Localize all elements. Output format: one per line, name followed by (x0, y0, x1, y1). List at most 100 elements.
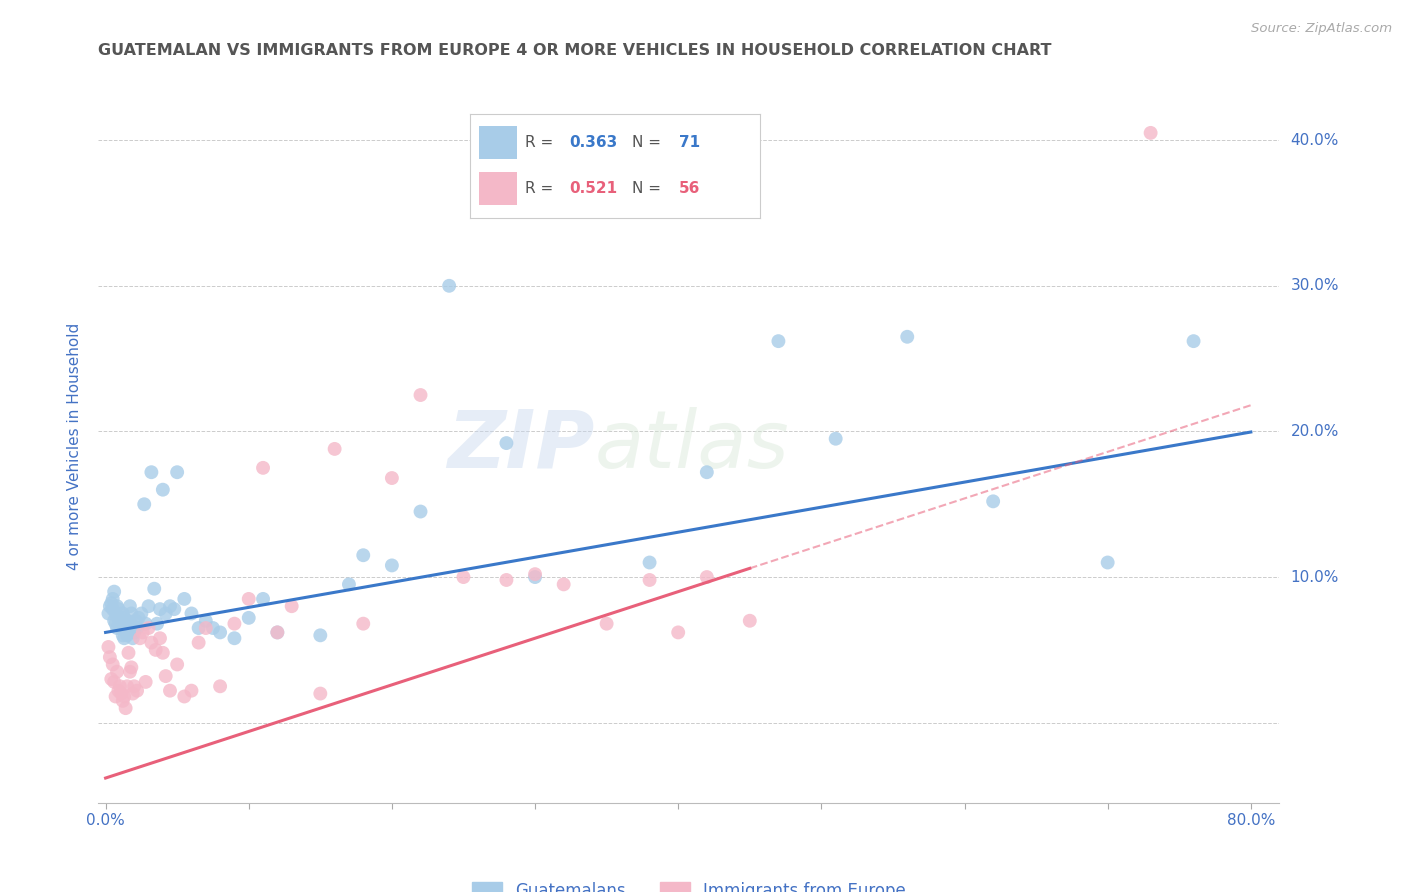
Point (122, 625, 145, 640)
Text: Source: ZipAtlas.com: Source: ZipAtlas.com (1251, 22, 1392, 36)
Point (409, 504, 432, 518)
Point (101, 602, 124, 616)
Point (163, 602, 186, 616)
Point (104, 607, 127, 621)
Point (101, 657, 124, 672)
Point (100, 596, 122, 610)
Point (666, 625, 689, 640)
Point (103, 584, 125, 599)
Point (495, 436, 517, 450)
Point (118, 599, 141, 614)
Text: 30.0%: 30.0% (1291, 278, 1339, 293)
Point (187, 635, 209, 649)
Text: 10.0%: 10.0% (1291, 570, 1339, 584)
Point (453, 570, 475, 584)
Point (146, 616, 169, 631)
Point (738, 614, 761, 628)
Point (352, 616, 374, 631)
Point (553, 577, 575, 591)
Text: 40.0%: 40.0% (1291, 133, 1339, 148)
Point (152, 483, 174, 497)
Point (180, 683, 202, 698)
Point (194, 621, 217, 635)
Point (149, 632, 172, 646)
Point (108, 616, 131, 631)
Point (112, 611, 135, 625)
Point (110, 621, 132, 635)
Point (117, 646, 139, 660)
Point (98, 650, 121, 665)
Point (108, 679, 131, 693)
Point (1182, 334, 1205, 348)
Point (323, 442, 346, 456)
Text: GUATEMALAN VS IMMIGRANTS FROM EUROPE 4 OR MORE VEHICLES IN HOUSEHOLD CORRELATION: GUATEMALAN VS IMMIGRANTS FROM EUROPE 4 O… (98, 43, 1052, 58)
Point (135, 616, 157, 631)
Point (159, 599, 181, 614)
Point (104, 616, 127, 631)
Point (696, 465, 718, 479)
Point (381, 558, 404, 573)
Point (141, 465, 163, 479)
Point (194, 614, 217, 628)
Point (337, 577, 360, 591)
Point (138, 599, 160, 614)
Point (981, 494, 1004, 508)
Point (180, 607, 202, 621)
Point (409, 388, 432, 402)
Point (110, 687, 132, 701)
Point (105, 599, 128, 614)
Point (149, 602, 172, 616)
Point (352, 548, 374, 562)
Point (107, 611, 129, 625)
Point (121, 632, 143, 646)
Point (117, 625, 139, 640)
Point (111, 607, 134, 621)
Point (224, 632, 246, 646)
Point (120, 616, 142, 631)
Point (112, 690, 135, 704)
Point (166, 465, 188, 479)
Point (145, 643, 167, 657)
Point (107, 602, 129, 616)
Point (638, 573, 661, 587)
Point (209, 625, 232, 640)
Point (173, 690, 195, 704)
Point (159, 683, 181, 698)
Point (120, 660, 142, 674)
Point (97, 640, 120, 654)
Point (173, 591, 195, 606)
Point (135, 674, 157, 689)
Point (437, 278, 460, 293)
Point (97, 607, 120, 621)
Point (105, 665, 128, 679)
Point (129, 632, 152, 646)
Point (108, 614, 131, 628)
Point (768, 334, 790, 348)
Point (98, 599, 121, 614)
Point (120, 607, 142, 621)
Point (309, 628, 332, 642)
Point (115, 628, 138, 642)
Point (105, 621, 128, 635)
Point (103, 674, 125, 689)
Point (125, 683, 148, 698)
Point (280, 599, 302, 614)
Point (114, 621, 136, 635)
Point (252, 591, 274, 606)
Point (524, 570, 547, 584)
Point (122, 679, 145, 693)
Point (138, 621, 160, 635)
Point (1097, 556, 1119, 570)
Point (124, 614, 146, 628)
Point (696, 570, 718, 584)
Point (134, 497, 156, 511)
Point (107, 683, 129, 698)
Point (1139, 126, 1161, 140)
Text: atlas: atlas (595, 407, 789, 485)
Point (238, 591, 260, 606)
Point (155, 607, 177, 621)
Point (131, 607, 153, 621)
Point (224, 616, 246, 631)
Point (155, 669, 177, 683)
Point (125, 621, 148, 635)
